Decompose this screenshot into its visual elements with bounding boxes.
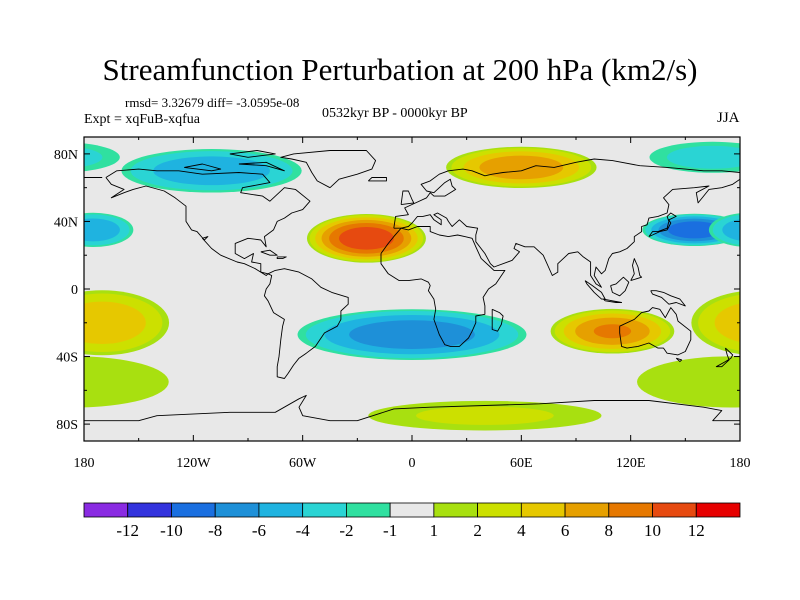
colorbar-box-13 [652, 502, 697, 518]
x-tick-label-0: 180 [74, 456, 95, 471]
colorbar-box-0 [83, 502, 129, 518]
colorbar-box-4 [258, 502, 304, 518]
season-label: JJA [717, 110, 740, 126]
x-tick-label-2: 60W [289, 456, 317, 471]
anomaly-5-level-2 [722, 219, 740, 241]
coastline-20 [260, 249, 278, 256]
y-tick-label-0: 80N [54, 148, 78, 163]
coastline-22 [238, 161, 285, 172]
colorbar-label-10: 6 [561, 521, 570, 540]
colorbar-box-12 [608, 502, 653, 518]
y-tick-label-4: 80S [56, 418, 78, 433]
coastlines [84, 150, 740, 422]
coastline-6 [393, 178, 740, 288]
colorbar-label-0: -12 [116, 521, 139, 540]
colorbar-label-11: 8 [605, 521, 614, 540]
x-tick-label-5: 120E [616, 456, 646, 471]
colorbar-box-8 [433, 502, 479, 518]
anomaly-5-level-2 [84, 218, 120, 242]
colorbar-label-5: -2 [339, 521, 353, 540]
colorbar-box-10 [520, 502, 566, 518]
period-label: 0532kyr BP - 0000kyr BP [322, 106, 468, 121]
colorbar: -12 -10 -8 -6 -4 -2 -1 1 2 4 6 8 10 12 [83, 502, 741, 540]
x-tick-label-3: 0 [409, 456, 416, 471]
colorbar-box-1 [127, 502, 172, 518]
coastline-8 [367, 177, 387, 182]
coastline-11 [675, 357, 683, 363]
y-tick-label-3: 40S [56, 351, 78, 366]
coastline-7 [400, 190, 415, 206]
x-tick-label-6: 180 [730, 456, 751, 471]
coastline-18 [491, 308, 504, 332]
coastline-10 [619, 307, 692, 356]
x-tick-label-1: 120W [176, 456, 211, 471]
colorbar-box-7 [389, 502, 435, 518]
coastline-17 [630, 258, 643, 282]
anomaly-3-level-2 [714, 303, 740, 343]
rmsd-diff-stats: rmsd= 3.32679 diff= -3.0595e-08 [125, 95, 300, 110]
colorbar-box-11 [564, 502, 610, 518]
coastline-15 [610, 276, 630, 297]
colorbar-box-5 [302, 502, 347, 518]
anomaly-8-level-0 [84, 356, 169, 408]
chart-title: Streamfunction Perturbation at 200 hPa (… [102, 52, 698, 87]
anomaly-2-level-4 [593, 324, 632, 339]
y-tick-label-2: 0 [71, 283, 78, 298]
coastline-19 [84, 394, 740, 422]
colorbar-label-1: -10 [160, 521, 183, 540]
anomaly-10-level-1 [84, 148, 103, 167]
x-tick-label-4: 60E [510, 456, 533, 471]
y-tick-label-1: 40N [54, 215, 78, 230]
coastline-12 [715, 347, 734, 368]
colorbar-label-13: 12 [688, 521, 705, 540]
colorbar-box-9 [477, 502, 522, 518]
anomaly-9-level-1 [416, 406, 554, 425]
anomaly-10-level-1 [666, 145, 740, 169]
coastline-0 [105, 168, 311, 276]
colorbar-label-4: -4 [296, 521, 311, 540]
anomaly-8-level-0 [637, 356, 740, 408]
colorbar-label-6: -1 [383, 521, 397, 540]
colorbar-label-8: 2 [473, 521, 482, 540]
coastline-21 [276, 256, 287, 260]
coastline-14 [602, 298, 623, 303]
colorbar-label-2: -8 [208, 521, 222, 540]
streamfunction-field [84, 141, 740, 431]
coastline-3 [380, 226, 506, 347]
coastline-9 [648, 212, 677, 238]
anomaly-6-level-3 [349, 320, 475, 349]
colorbar-label-12: 10 [644, 521, 661, 540]
anomaly-4-level-4 [667, 221, 721, 239]
coastline-24 [229, 150, 276, 158]
colorbar-box-3 [214, 502, 260, 518]
colorbar-label-9: 4 [517, 521, 526, 540]
colorbar-label-7: 1 [430, 521, 439, 540]
coastline-2 [280, 150, 377, 189]
anomaly-0-level-5 [338, 226, 394, 250]
coastline-16 [650, 290, 686, 307]
colorbar-box-2 [171, 502, 216, 518]
coastline-1 [263, 268, 349, 379]
colorbar-label-3: -6 [252, 521, 266, 540]
experiment-label: Expt = xqFuB-xqfua [84, 112, 200, 127]
colorbar-box-6 [345, 502, 391, 518]
anomaly-3-level-2 [84, 301, 146, 344]
coastline-23 [184, 163, 222, 172]
axes: 180 120W 60W 0 60E 120E 180 80N 40N 0 40S 80S [54, 137, 751, 471]
colorbar-box-14 [695, 502, 741, 518]
coastline-4 [393, 158, 740, 229]
